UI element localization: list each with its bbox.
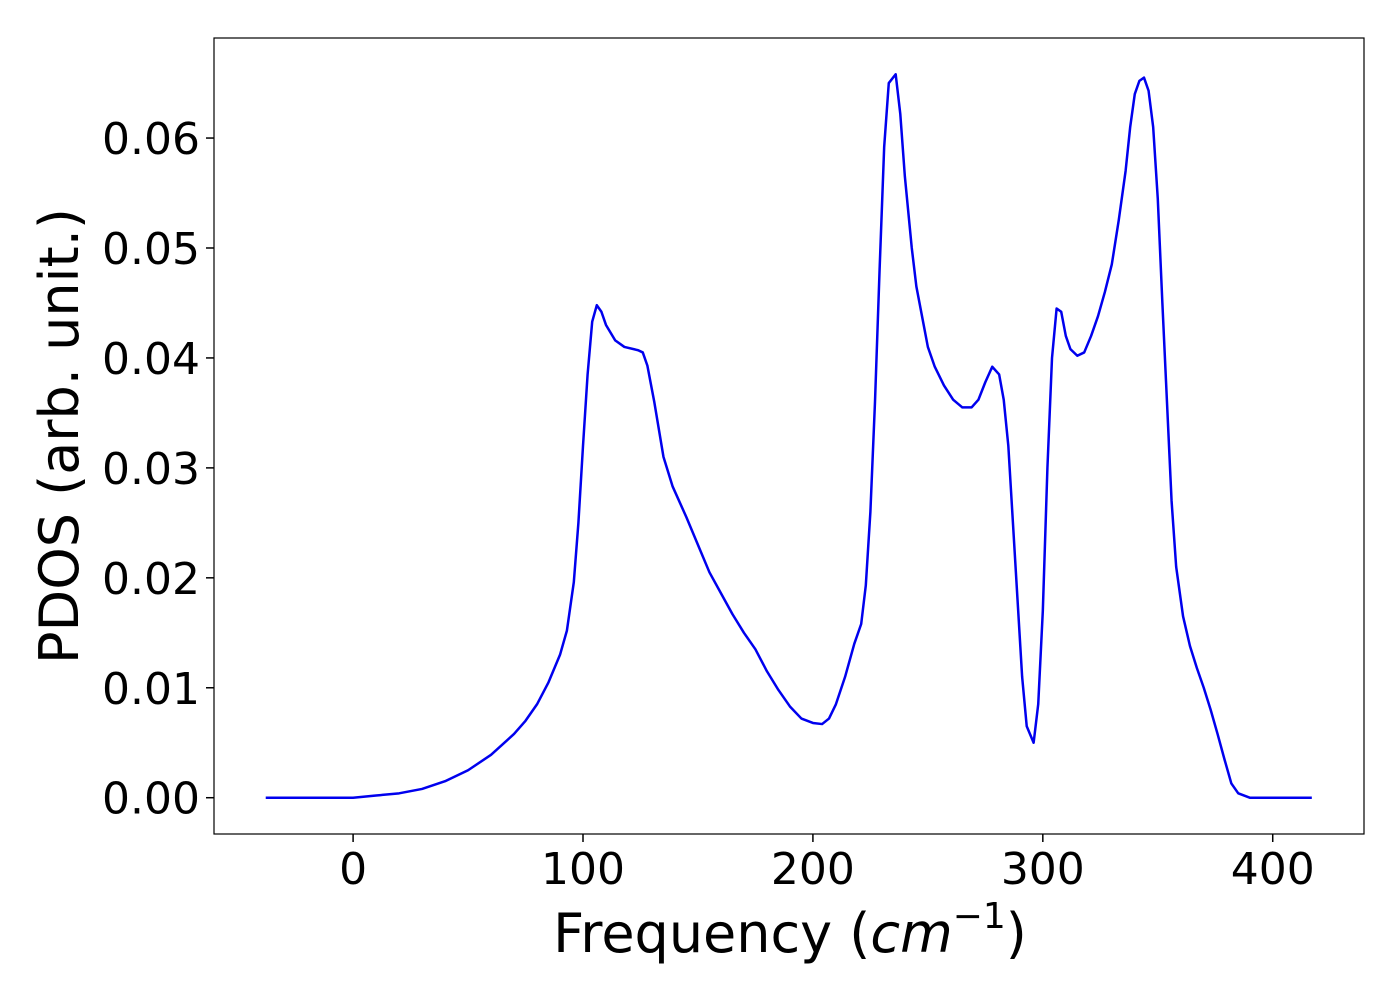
x-tick-label: 100 [541, 844, 625, 895]
y-tick-label: 0.04 [102, 334, 200, 385]
x-tick-label: 0 [339, 844, 367, 895]
plot-frame [213, 37, 1365, 835]
x-tick-label: 400 [1231, 844, 1315, 895]
x-label-exponent: −1 [953, 896, 1006, 937]
y-axis-label: PDOS (arb. unit.) [28, 208, 91, 664]
x-label-close: ) [1006, 902, 1027, 965]
x-label-unit: cm [870, 902, 952, 965]
y-tick-label: 0.05 [102, 224, 200, 275]
x-axis-label: Frequency (cm−1) [553, 896, 1027, 965]
y-tick-label: 0.03 [102, 444, 200, 495]
y-tick-label: 0.01 [102, 664, 200, 715]
x-tick-label: 300 [1001, 844, 1085, 895]
y-tick-label: 0.06 [102, 114, 200, 165]
x-label-text: Frequency ( [553, 902, 870, 965]
line-series [265, 73, 1312, 799]
x-tick-label: 200 [771, 844, 855, 895]
y-tick-label: 0.02 [102, 554, 200, 605]
y-tick-label: 0.00 [102, 774, 200, 825]
